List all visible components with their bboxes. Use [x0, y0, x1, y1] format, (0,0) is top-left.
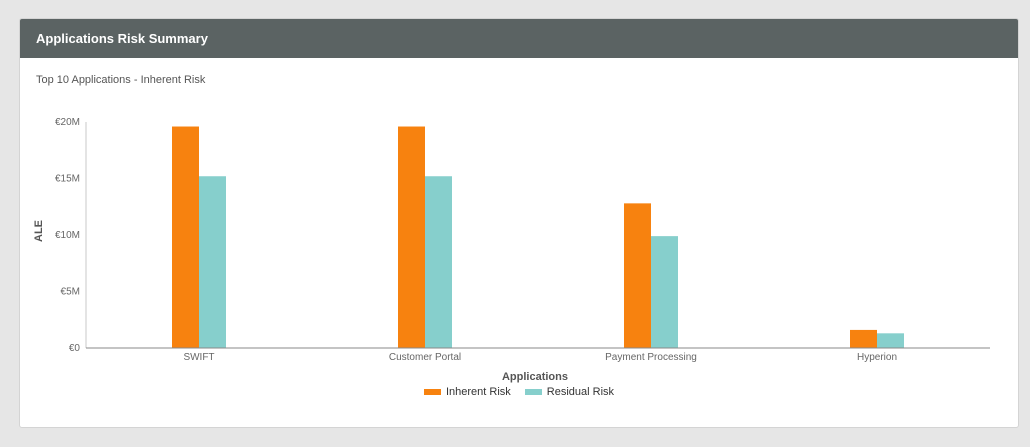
legend-item-residual-risk[interactable]: Residual Risk [524, 386, 615, 398]
risk-summary-panel: Applications Risk Summary Top 10 Applica… [19, 18, 1019, 428]
legend-label-residual: Residual Risk [546, 386, 615, 398]
bar-inherent-2[interactable] [624, 203, 651, 348]
chart-subtitle: Top 10 Applications - Inherent Risk [36, 74, 206, 86]
bar-inherent-1[interactable] [398, 126, 425, 349]
panel-title: Applications Risk Summary [20, 19, 1018, 58]
bar-residual-2[interactable] [651, 236, 678, 348]
bar-chart: €0 €5M €10M €15M €20M SWIFT Customer Portal Pa… [33, 117, 990, 383]
y-axis-title: ALE [33, 220, 45, 242]
y-tick-label: €5M [61, 287, 80, 298]
bar-residual-3[interactable] [877, 333, 904, 348]
chart-legend: Inherent Risk Residual Risk [20, 386, 1018, 398]
x-tick-label: Hyperion [857, 352, 897, 363]
y-tick-label: €15M [55, 174, 80, 185]
legend-swatch-residual [524, 389, 542, 395]
bar-residual-1[interactable] [425, 176, 452, 348]
bar-inherent-0[interactable] [172, 126, 199, 349]
bar-residual-0[interactable] [199, 176, 226, 348]
x-tick-label: Payment Processing [605, 352, 697, 363]
legend-label-inherent: Inherent Risk [445, 386, 511, 398]
x-tick-label: Customer Portal [389, 352, 461, 363]
bar-inherent-3[interactable] [850, 329, 877, 348]
legend-item-inherent-risk[interactable]: Inherent Risk [423, 386, 511, 398]
x-axis-title: Applications [502, 371, 568, 383]
x-tick-label: SWIFT [183, 352, 214, 363]
legend-swatch-inherent [423, 389, 441, 395]
y-tick-label: €10M [55, 230, 80, 241]
y-tick-label: €0 [69, 343, 81, 354]
y-tick-label: €20M [55, 117, 80, 128]
